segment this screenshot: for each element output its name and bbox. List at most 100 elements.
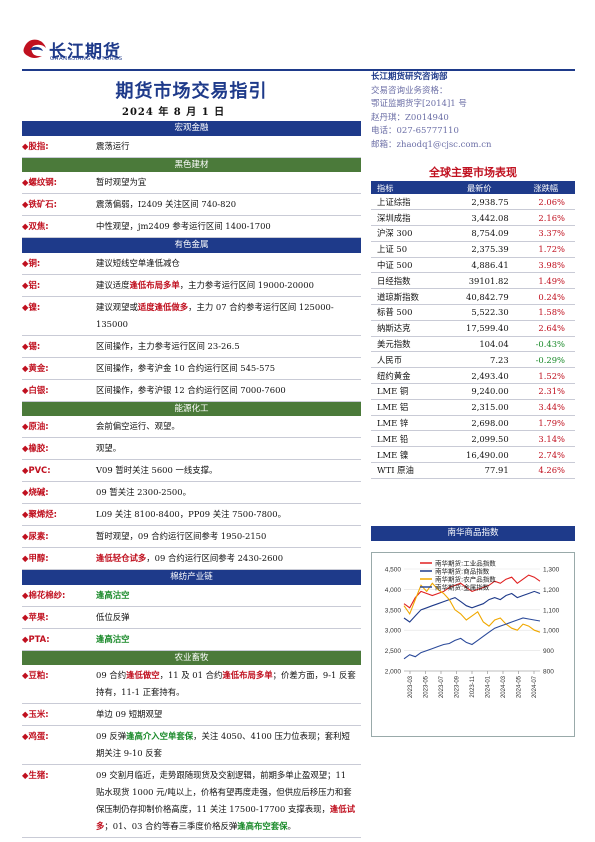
highlight-text: 适度逢低做多 <box>137 301 189 312</box>
market-name-cell: 深圳成指 <box>371 209 442 227</box>
guide-text-part: ，主力 07 合约参考运行区间 125000-135000 <box>96 301 334 329</box>
guide-text-part: 震荡偏弱，I2409 关注区间 740-820 <box>96 199 237 209</box>
legend-label: 南华期货:农产品指数 <box>435 575 496 584</box>
guide-text: 建议适度逢低布局多单，主力参考运行区间 19000-20000 <box>96 277 361 294</box>
market-change-cell: 1.49% <box>516 272 575 290</box>
guide-text: 中性观望，jm2409 参考运行区间 1400-1700 <box>96 218 361 235</box>
y-right-tick-label: 1,000 <box>543 628 560 635</box>
market-change-cell: 1.58% <box>516 304 575 321</box>
market-name-cell: 中证 500 <box>371 257 442 274</box>
guide-text: 逢高沽空 <box>96 631 361 648</box>
market-change-cell: 1.79% <box>516 415 575 432</box>
market-price-cell: 4,886.41 <box>441 257 517 274</box>
market-name-cell: LME 铝 <box>371 399 442 416</box>
commodity-label: ◆双焦: <box>22 221 49 231</box>
brand-name-cn: 长江期货 <box>49 42 121 62</box>
market-name-cell: 沪深 300 <box>371 225 442 242</box>
commodity-label: ◆铜: <box>22 257 41 268</box>
commodity-label: ◆烧碱: <box>22 487 49 497</box>
highlight-text: 逢低布局多单 <box>129 279 180 290</box>
market-price-cell: 5,522.30 <box>441 304 517 321</box>
table-row: 纽约黄金 2,493.40 1.52% <box>371 367 575 385</box>
market-price-cell: 2,099.50 <box>441 430 517 448</box>
market-price-cell: 9,240.00 <box>441 383 517 400</box>
guide-text-part: V09 暂时关注 5600 一线支撑。 <box>96 465 218 475</box>
guide-text: 单边 09 短期观望 <box>96 706 361 723</box>
market-price-cell: 17,599.40 <box>441 320 517 337</box>
sections-list: 宏观金融 ◆股指: 震荡运行 黑色建材 ◆螺纹钢: 暂时观望为宜 ◆铁矿石: 震荡偏弱，I24… <box>22 121 361 842</box>
market-name-cell: 纳斯达克 <box>371 320 442 337</box>
table-row: 上证综指 2,938.75 2.06% <box>371 194 575 211</box>
guide-text: 低位反弹 <box>96 609 361 626</box>
legend-label: 南华期货:商品指数 <box>435 567 490 576</box>
market-name-cell: LME 镍 <box>371 446 442 464</box>
guide-row: ◆尿素: 暂时观望，09 合约运行区间参考 1950-2150 <box>22 526 361 548</box>
market-change-cell: -0.29% <box>516 351 575 369</box>
brand-logo: 长江期货 CHANGJIANG FUTURES <box>22 34 162 66</box>
guide-text: 09 合约逢低做空，11 及 01 合约逢低布局多单；价差方面，9-1 反套持有… <box>96 667 361 701</box>
commodity-label: ◆PTA: <box>22 633 50 644</box>
highlight-text: 逢低轻仓试多 <box>96 553 147 563</box>
guide-row: ◆生猪: 09 交割月临近，走势跟随现货及交割逻辑，前期多单止盈观望；11 贴水现… <box>22 765 361 838</box>
market-price-cell: 77.91 <box>441 462 517 479</box>
document-date: 2024 年 8 月 1 日 <box>122 107 226 118</box>
market-price-cell: 2,493.40 <box>441 367 517 385</box>
contact-line: 交易咨询业务资格： <box>371 85 448 96</box>
x-tick-label: 2023-07 <box>439 675 445 698</box>
contact-line: 赵丹琪：Z0014940 <box>371 112 449 123</box>
y-left-tick-label: 3,000 <box>385 628 402 635</box>
guide-text: 暂时观望为宜 <box>96 174 361 191</box>
commodity-label: ◆豆粕: <box>22 670 49 680</box>
highlight-text: 逢低做空 <box>126 670 160 680</box>
guide-text: 观望。 <box>96 440 361 457</box>
market-name-cell: 纽约黄金 <box>371 367 442 385</box>
commodity-label: ◆苹果: <box>22 611 49 622</box>
guide-column: 期货市场交易指引 2024 年 8 月 1 日 宏观金融 ◆股指: 震荡运行 黑色建材… <box>22 71 361 842</box>
y-right-tick-label: 1,200 <box>543 587 560 594</box>
x-tick-label: 2024-03 <box>501 675 507 698</box>
commodity-label: ◆锡: <box>22 340 41 351</box>
series-line <box>403 574 541 609</box>
guide-text-part: ，主力参考运行区间 19000-20000 <box>179 279 314 290</box>
commodity-label: ◆玉米: <box>22 709 49 719</box>
market-change-cell: 2.64% <box>516 320 575 337</box>
market-change-cell: -0.43% <box>516 336 575 353</box>
guide-row: ◆镍: 建议观望或适度逢低做多，主力 07 合约参考运行区间 125000-135… <box>22 297 361 336</box>
market-price-cell: 3,442.08 <box>441 209 517 227</box>
contact-org: 长江期货研究咨询部 <box>371 72 448 82</box>
commodity-label: ◆橡胶: <box>22 443 49 453</box>
guide-text: 建议短线空单逢低减仓 <box>96 255 361 272</box>
guide-text-part: 中性观望，jm2409 参考运行区间 1400-1700 <box>96 221 271 231</box>
market-name-cell: 美元指数 <box>371 336 442 353</box>
guide-row: ◆PVC: V09 暂时关注 5600 一线支撑。 <box>22 460 361 482</box>
commodity-label: ◆铁矿石: <box>22 199 57 209</box>
legend-label: 南华期货:金属指数 <box>435 583 490 592</box>
guide-text-part: 建议短线空单逢低减仓 <box>96 257 180 268</box>
guide-row: ◆黄金: 区间操作，参考沪金 10 合约运行区间 545-575 <box>22 358 361 380</box>
highlight-text: 逢高布空套保 <box>237 821 288 831</box>
market-header-name: 指标 <box>371 181 442 194</box>
guide-row: ◆锡: 区间操作，主力参考运行区间 23-26.5 <box>22 336 361 358</box>
guide-row: ◆玉米: 单边 09 短期观望 <box>22 704 361 726</box>
commodity-label: ◆棉花棉纱: <box>22 589 66 600</box>
series-line <box>403 582 541 633</box>
highlight-text: 逢低试多 <box>96 804 356 831</box>
guide-text: 震荡运行 <box>96 138 361 155</box>
x-tick-label: 2024-07 <box>532 675 538 698</box>
commodity-label: ◆PVC: <box>22 465 51 475</box>
guide-text: 09 暂关注 2300-2500。 <box>96 484 361 501</box>
table-row: 道琼斯指数 40,842.79 0.24% <box>371 288 575 306</box>
guide-row: ◆甲醇: 逢低轻仓试多，09 合约运行区间参考 2430-2600 <box>22 548 361 570</box>
y-right-tick-label: 1,300 <box>543 567 560 574</box>
guide-text-part: 震荡运行 <box>96 140 130 151</box>
guide-text-part: 会前偏空运行、观望。 <box>96 421 180 431</box>
market-name-cell: LME 铅 <box>371 430 442 448</box>
guide-text: 会前偏空运行、观望。 <box>96 418 361 435</box>
market-header-price: 最新价 <box>441 181 517 194</box>
market-change-cell: 0.24% <box>516 288 575 306</box>
guide-row: ◆烧碱: 09 暂关注 2300-2500。 <box>22 482 361 504</box>
document-title: 期货市场交易指引 <box>115 81 268 102</box>
series-line <box>403 590 541 623</box>
market-name-cell: 标普 500 <box>371 304 442 321</box>
section-header: 能源化工 <box>22 401 361 416</box>
